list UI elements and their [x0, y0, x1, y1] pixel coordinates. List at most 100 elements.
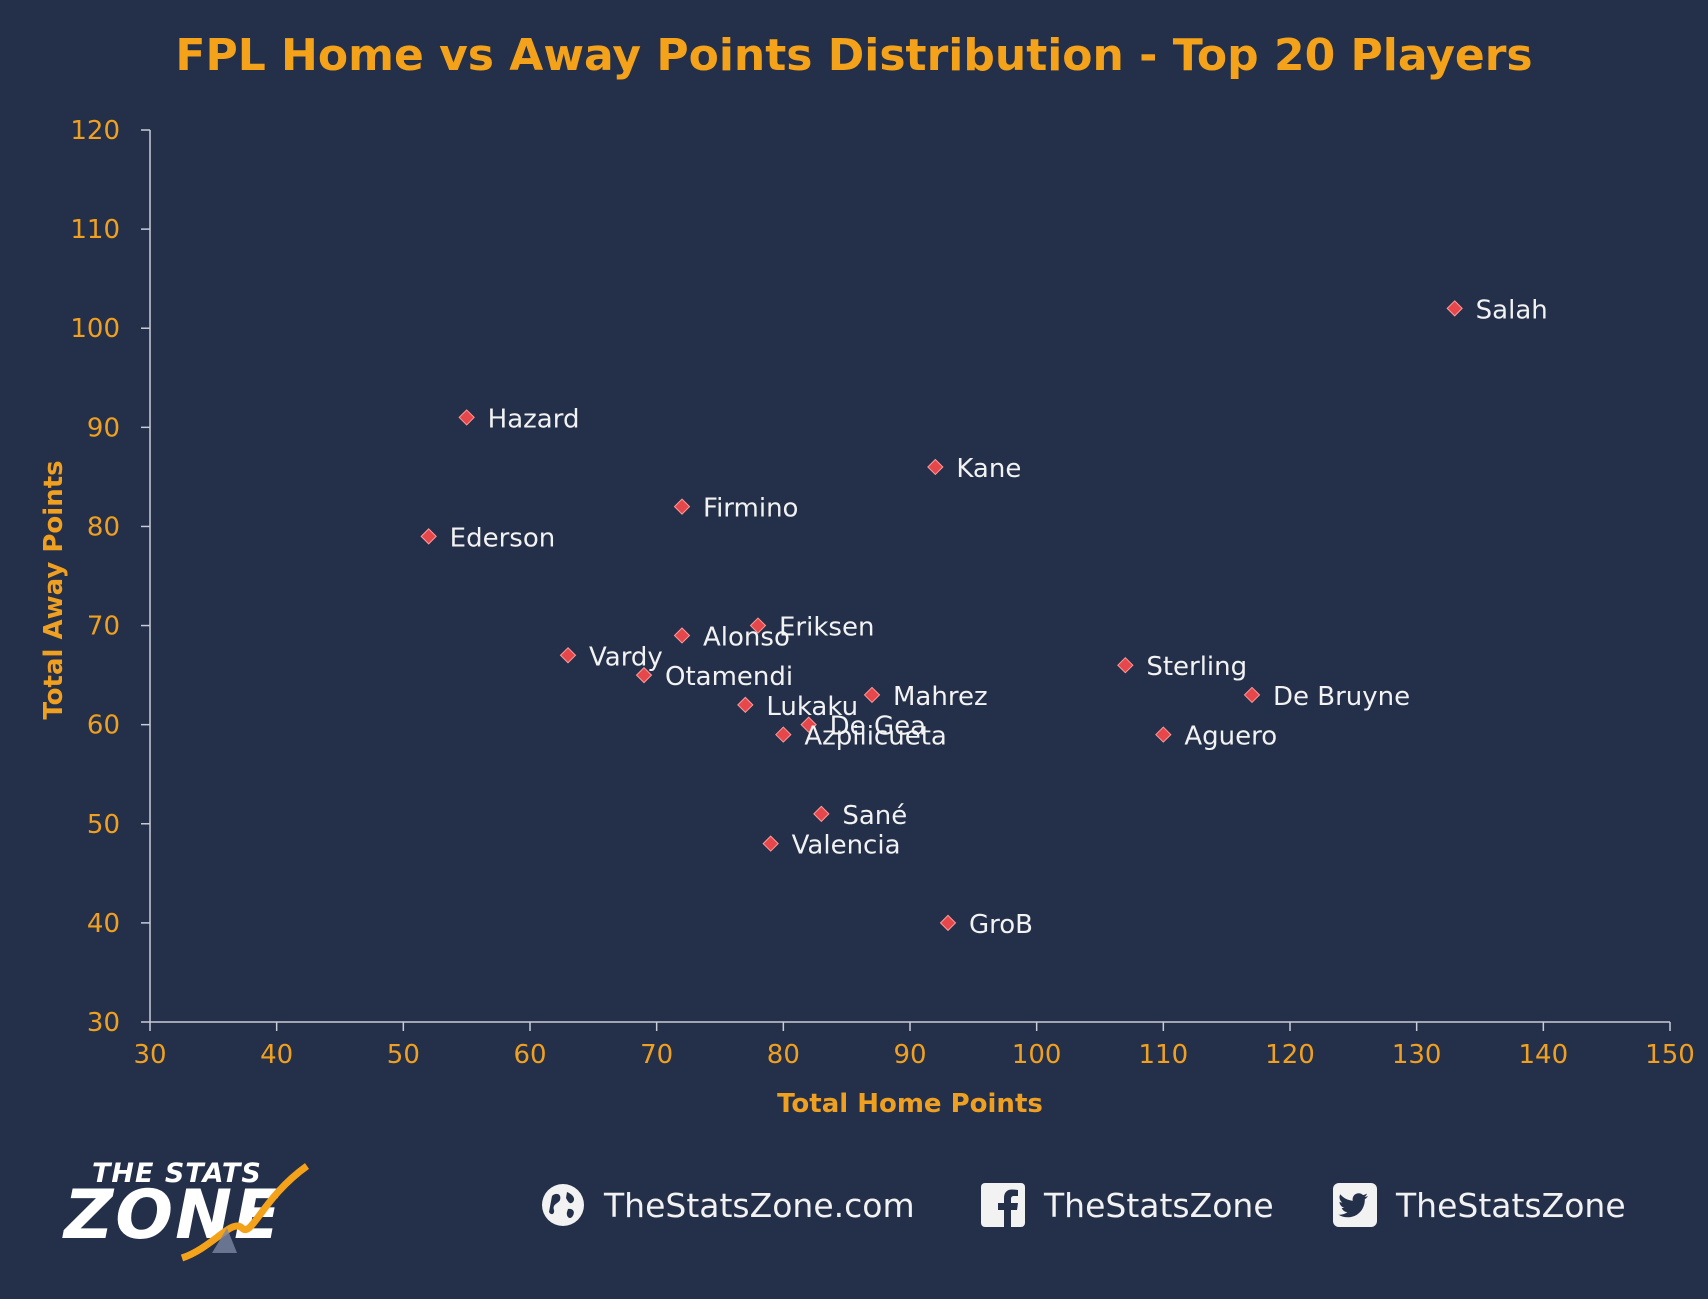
y-tick-label: 60	[87, 711, 120, 741]
point-label: De Gea	[830, 712, 926, 742]
scatter-chart: FPL Home vs Away Points Distribution - T…	[39, 30, 1695, 1119]
point-marker	[737, 696, 754, 714]
chart-title: FPL Home vs Away Points Distribution - T…	[175, 30, 1532, 81]
point-marker	[939, 914, 957, 932]
point-label: Firmino	[703, 494, 798, 524]
globe-icon	[542, 1184, 584, 1226]
data-point: Kane	[927, 454, 1021, 484]
point-label: Hazard	[488, 404, 580, 434]
point-marker	[927, 458, 944, 476]
point-label: Mahrez	[893, 682, 988, 712]
point-label: Sané	[842, 801, 907, 831]
point-marker	[762, 835, 779, 852]
point-marker	[813, 805, 830, 823]
point-label: Sterling	[1146, 652, 1247, 682]
data-point: Firmino	[673, 494, 798, 524]
facebook-text: TheStatsZone	[1044, 1185, 1274, 1225]
y-tick-label: 30	[87, 1008, 120, 1038]
point-label: Eriksen	[779, 613, 874, 643]
point-marker	[775, 726, 792, 743]
x-tick-label: 70	[640, 1040, 673, 1070]
point-marker	[749, 617, 767, 634]
point-marker	[1117, 656, 1134, 674]
data-points: Salah Hazard Kane Firmino Ederson EriksenAlon…	[420, 295, 1548, 940]
point-marker	[673, 498, 691, 515]
facebook-icon	[981, 1183, 1025, 1228]
point-marker	[863, 686, 881, 704]
logo-swoosh-icon	[180, 1163, 310, 1262]
axes: 30 40 50 60 70 80 90 100 110 120 130 140 150 30 40 50 60…	[70, 116, 1694, 1070]
x-tick-label: 150	[1645, 1040, 1695, 1070]
point-label: Aguero	[1184, 722, 1277, 752]
y-axis-label: Total Away Points	[39, 460, 69, 719]
x-tick-label: 80	[767, 1040, 800, 1070]
data-point: Alonso	[673, 622, 790, 652]
point-marker	[559, 647, 577, 664]
data-point: Eriksen	[749, 613, 874, 643]
data-point: De Gea	[800, 712, 926, 742]
data-point: Lukaku	[737, 692, 858, 722]
point-label: GroB	[969, 910, 1033, 940]
x-tick-label: 140	[1519, 1040, 1569, 1070]
data-point: Ederson	[420, 523, 556, 553]
point-label: Alonso	[703, 622, 790, 652]
point-label: Lukaku	[766, 692, 858, 722]
facebook-link[interactable]: TheStatsZone	[980, 1182, 1274, 1228]
x-tick-label: 120	[1265, 1040, 1315, 1070]
data-point: De Bruyne	[1243, 682, 1410, 712]
point-label: Vardy	[589, 642, 663, 672]
y-tick-label: 50	[87, 810, 120, 840]
point-marker	[458, 409, 475, 426]
footer: THE STATS ZONE TheStatsZone.com TheStats…	[0, 1140, 1708, 1270]
data-point: Vardy	[559, 642, 663, 672]
point-marker	[673, 627, 691, 644]
x-tick-label: 100	[1012, 1040, 1062, 1070]
data-point: Valencia	[762, 831, 901, 861]
x-tick-label: 50	[387, 1040, 420, 1070]
x-tick-label: 30	[133, 1040, 166, 1070]
data-point: Sterling	[1117, 652, 1247, 682]
x-tick-label: 60	[513, 1040, 546, 1070]
y-tick-label: 80	[87, 512, 120, 542]
point-marker	[1446, 300, 1463, 317]
point-label: Salah	[1476, 295, 1548, 325]
y-tick-label: 70	[87, 612, 120, 642]
y-tick-label: 90	[87, 413, 120, 443]
point-label: Kane	[956, 454, 1021, 484]
data-point: Hazard	[458, 404, 580, 434]
data-point: Salah	[1446, 295, 1548, 325]
twitter-link[interactable]: TheStatsZone	[1332, 1182, 1626, 1228]
point-label: Ederson	[450, 523, 556, 553]
y-tick-label: 120	[70, 116, 120, 146]
logo-text-bottom: ZONE	[64, 1176, 283, 1255]
logo-text-top: THE STATS	[92, 1158, 262, 1189]
point-label: Otamendi	[665, 662, 793, 692]
data-point: Sané	[813, 801, 907, 831]
point-marker	[1155, 726, 1172, 743]
stats-zone-logo: THE STATS ZONE	[62, 1158, 362, 1268]
point-label: Valencia	[792, 831, 901, 861]
data-point: Otamendi	[635, 662, 793, 692]
twitter-icon	[1333, 1183, 1377, 1227]
data-point: Mahrez	[863, 682, 988, 712]
point-label: Azpilicueta	[804, 722, 947, 752]
y-tick-label: 100	[70, 314, 120, 344]
x-tick-label: 130	[1392, 1040, 1442, 1070]
x-axis-label: Total Home Points	[777, 1089, 1043, 1119]
y-tick-label: 110	[70, 215, 120, 245]
data-point: Aguero	[1155, 722, 1277, 752]
twitter-text: TheStatsZone	[1396, 1185, 1626, 1225]
point-marker	[635, 666, 653, 684]
x-tick-label: 90	[893, 1040, 926, 1070]
point-marker	[800, 716, 817, 733]
y-tick-label: 40	[87, 909, 120, 939]
data-point: Azpilicueta	[775, 722, 947, 752]
x-tick-label: 110	[1139, 1040, 1189, 1070]
point-marker	[420, 528, 437, 545]
data-point: GroB	[939, 910, 1033, 940]
website-text: TheStatsZone.com	[604, 1185, 915, 1225]
point-marker	[1243, 686, 1261, 704]
x-tick-label: 40	[260, 1040, 293, 1070]
point-label: De Bruyne	[1273, 682, 1410, 712]
website-link[interactable]: TheStatsZone.com	[540, 1182, 915, 1228]
